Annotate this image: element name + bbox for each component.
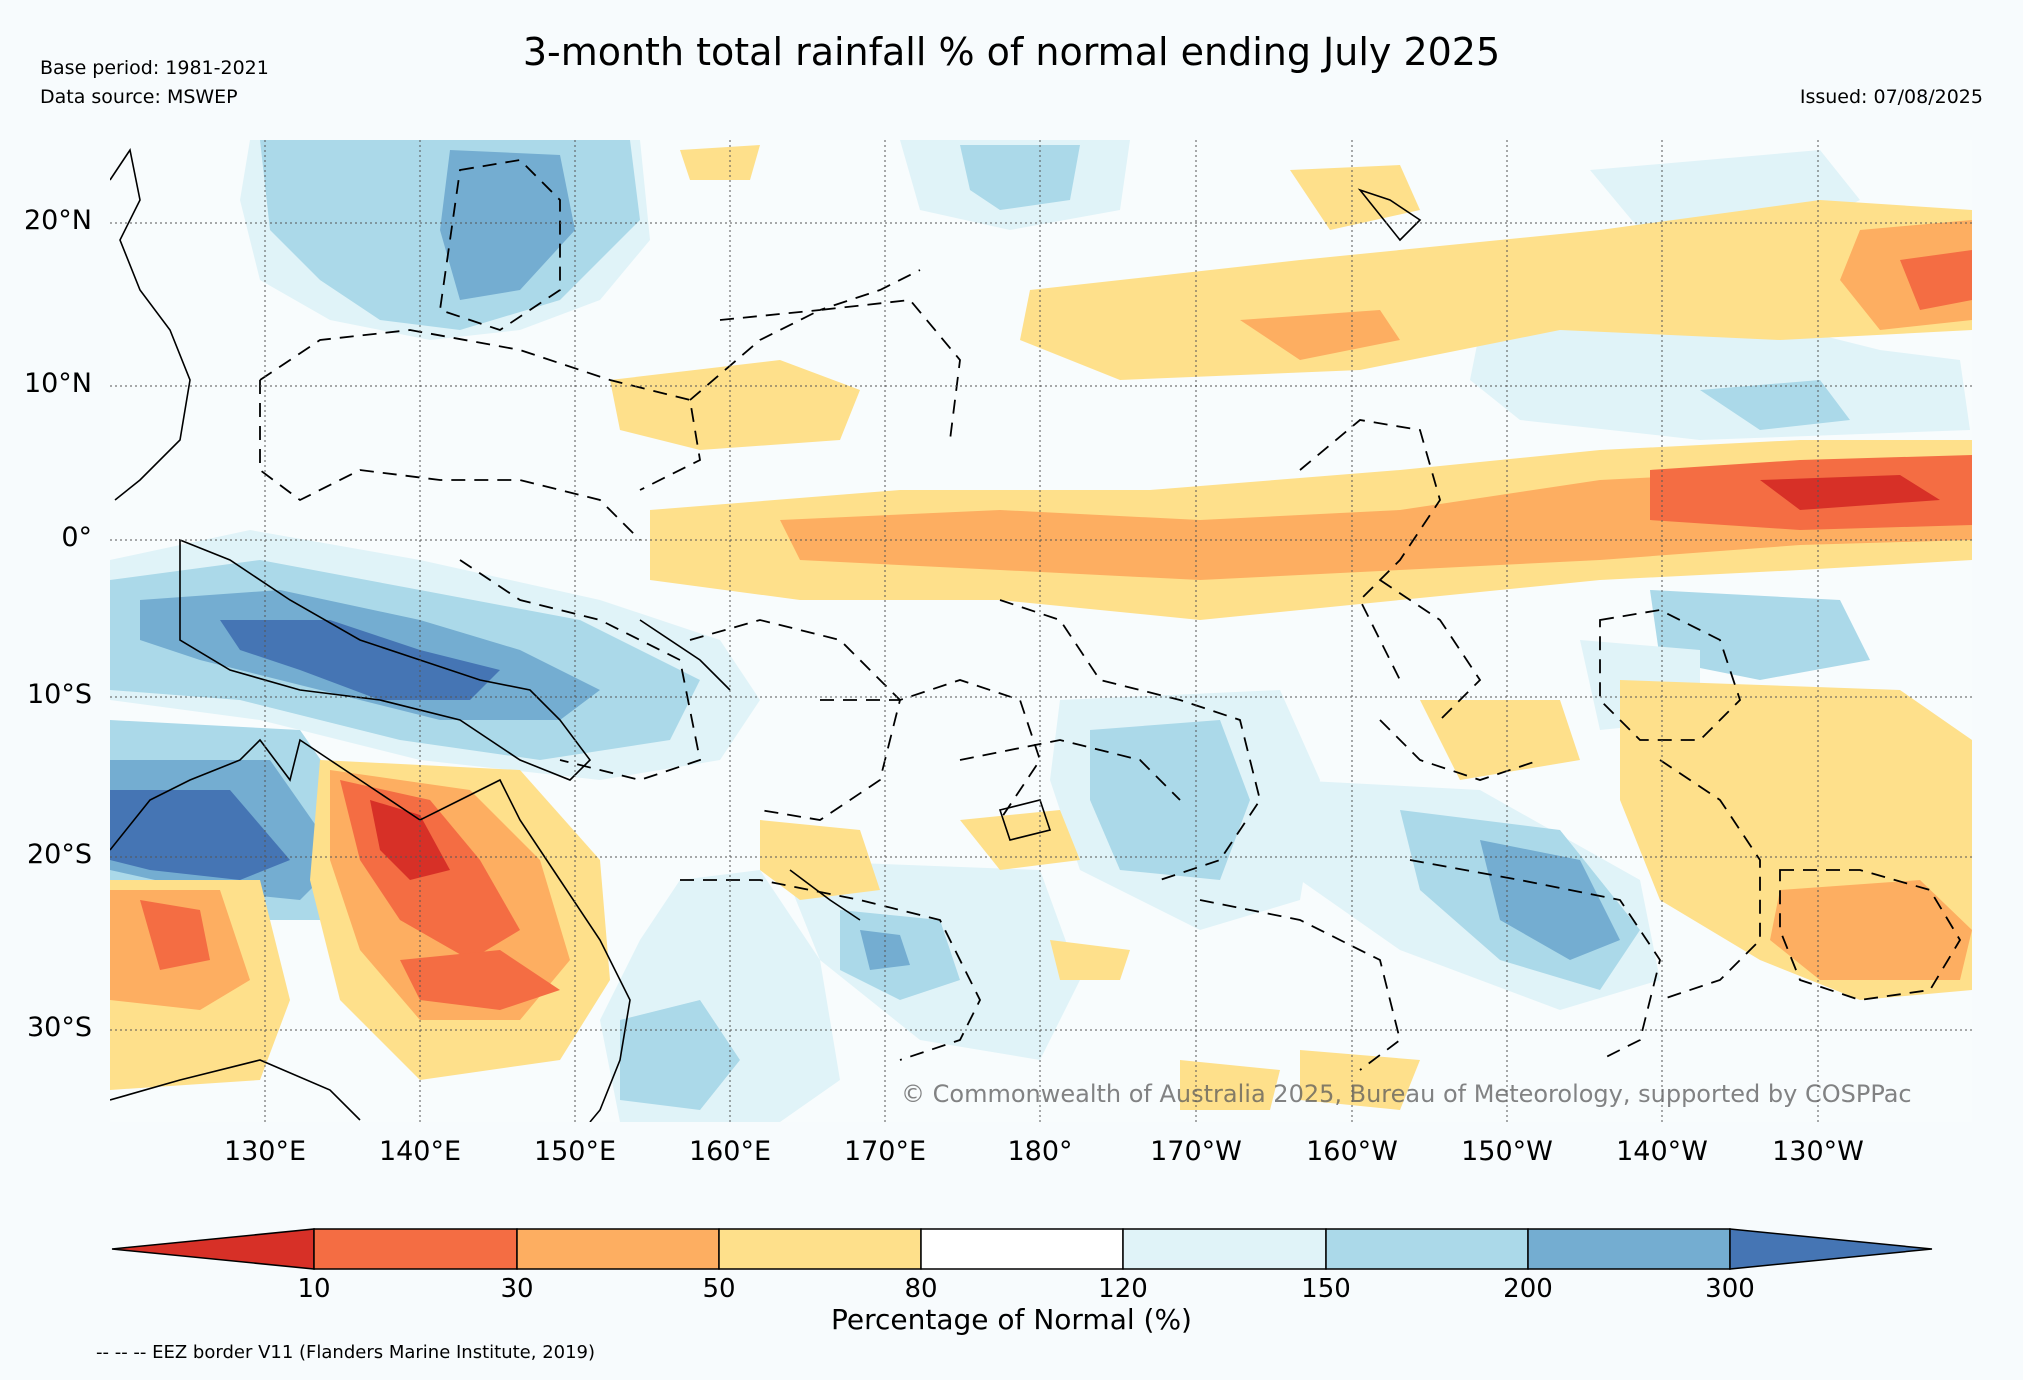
gridlines: [110, 140, 1972, 1122]
lon-label-140w: 140°W: [1616, 1136, 1708, 1167]
lon-label-140e: 140°E: [378, 1136, 462, 1167]
issued-date: Issued: 07/08/2025: [1799, 86, 1983, 108]
colorbar-tick-120: 120: [1098, 1274, 1148, 1304]
lon-label-150e: 150°E: [533, 1136, 617, 1167]
colorbar-bin-50-80: [718, 1228, 922, 1270]
colorbar-bin-80-120: [920, 1228, 1124, 1270]
colorbar-title: Percentage of Normal (%): [831, 1303, 1192, 1336]
map-title: 3-month total rainfall % of normal endin…: [522, 30, 1501, 74]
lon-label-170e: 170°E: [843, 1136, 927, 1167]
lon-label-160e: 160°E: [688, 1136, 772, 1167]
lon-label-170w: 170°W: [1150, 1136, 1242, 1167]
lat-label-10n: 10°N: [23, 368, 92, 399]
colorbar-tick-300: 300: [1705, 1274, 1755, 1304]
colorbar-low-extend: [111, 1228, 315, 1270]
map-area: [110, 140, 1972, 1122]
colorbar-bin-120-150: [1122, 1228, 1327, 1270]
base-period: Base period: 1981-2021: [40, 57, 269, 79]
colorbar-tick-80: 80: [904, 1274, 938, 1304]
data-source: Data source: MSWEP: [40, 86, 238, 108]
lat-label-20n: 20°N: [23, 205, 92, 236]
colorbar-tick-10: 10: [297, 1274, 331, 1304]
colorbar-bin-10-30: [313, 1228, 518, 1270]
eez-borders: [259, 159, 1962, 1071]
copyright-notice: © Commonwealth of Australia 2025, Bureau…: [901, 1080, 1912, 1108]
colorbar-bin-30-50: [516, 1228, 720, 1270]
lon-label-180: 180°: [1007, 1136, 1073, 1167]
lon-label-130w: 130°W: [1772, 1136, 1864, 1167]
colorbar-high-extend: [1729, 1228, 1933, 1270]
colorbar-tick-150: 150: [1301, 1274, 1351, 1304]
colorbar-bin-200-300: [1527, 1228, 1731, 1270]
lat-label-0: 0°: [61, 522, 92, 553]
lat-label-30s: 30°S: [27, 1012, 92, 1043]
colorbar-bin-150-200: [1325, 1228, 1529, 1270]
colorbar-tick-200: 200: [1503, 1274, 1553, 1304]
colorbar: [111, 1228, 1933, 1270]
lon-label-130e: 130°E: [223, 1136, 307, 1167]
lat-label-10s: 10°S: [27, 679, 92, 710]
dry-anomaly-regions: [110, 145, 1972, 1110]
colorbar-tick-50: 50: [702, 1274, 736, 1304]
lat-label-20s: 20°S: [27, 839, 92, 870]
lon-label-160w: 160°W: [1306, 1136, 1398, 1167]
colorbar-tick-30: 30: [500, 1274, 534, 1304]
lon-label-150w: 150°W: [1461, 1136, 1553, 1167]
eez-border-note: -- -- -- EEZ border V11 (Flanders Marine…: [96, 1342, 596, 1363]
wet-anomaly-regions: [110, 140, 1970, 1122]
